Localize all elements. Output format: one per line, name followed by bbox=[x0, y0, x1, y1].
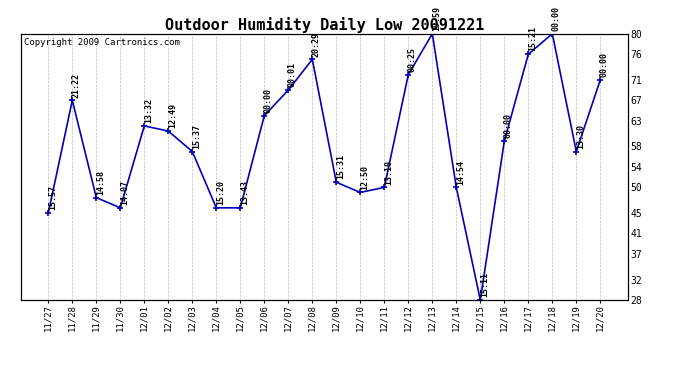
Text: 15:11: 15:11 bbox=[480, 272, 489, 297]
Text: 00:01: 00:01 bbox=[288, 62, 297, 87]
Text: 00:00: 00:00 bbox=[552, 6, 561, 31]
Text: 15:57: 15:57 bbox=[48, 185, 57, 210]
Text: 15:20: 15:20 bbox=[216, 180, 225, 205]
Text: 21:22: 21:22 bbox=[72, 72, 81, 98]
Text: 13:30: 13:30 bbox=[576, 124, 585, 149]
Text: 13:10: 13:10 bbox=[384, 160, 393, 184]
Text: 00:25: 00:25 bbox=[408, 47, 417, 72]
Text: 14:58: 14:58 bbox=[96, 170, 105, 195]
Text: 12:50: 12:50 bbox=[360, 165, 369, 190]
Text: 00:00: 00:00 bbox=[600, 52, 609, 77]
Title: Outdoor Humidity Daily Low 20091221: Outdoor Humidity Daily Low 20091221 bbox=[165, 16, 484, 33]
Text: 15:31: 15:31 bbox=[336, 154, 345, 180]
Text: 14:07: 14:07 bbox=[120, 180, 129, 205]
Text: 12:49: 12:49 bbox=[168, 103, 177, 128]
Text: 15:21: 15:21 bbox=[528, 27, 537, 51]
Text: 00:00: 00:00 bbox=[504, 114, 513, 138]
Text: 15:37: 15:37 bbox=[192, 124, 201, 149]
Text: 13:43: 13:43 bbox=[240, 180, 249, 205]
Text: Copyright 2009 Cartronics.com: Copyright 2009 Cartronics.com bbox=[23, 38, 179, 47]
Text: 19:59: 19:59 bbox=[432, 6, 441, 31]
Text: 20:29: 20:29 bbox=[312, 32, 321, 57]
Text: 14:54: 14:54 bbox=[456, 160, 465, 184]
Text: 13:32: 13:32 bbox=[144, 98, 153, 123]
Text: 00:00: 00:00 bbox=[264, 88, 273, 113]
